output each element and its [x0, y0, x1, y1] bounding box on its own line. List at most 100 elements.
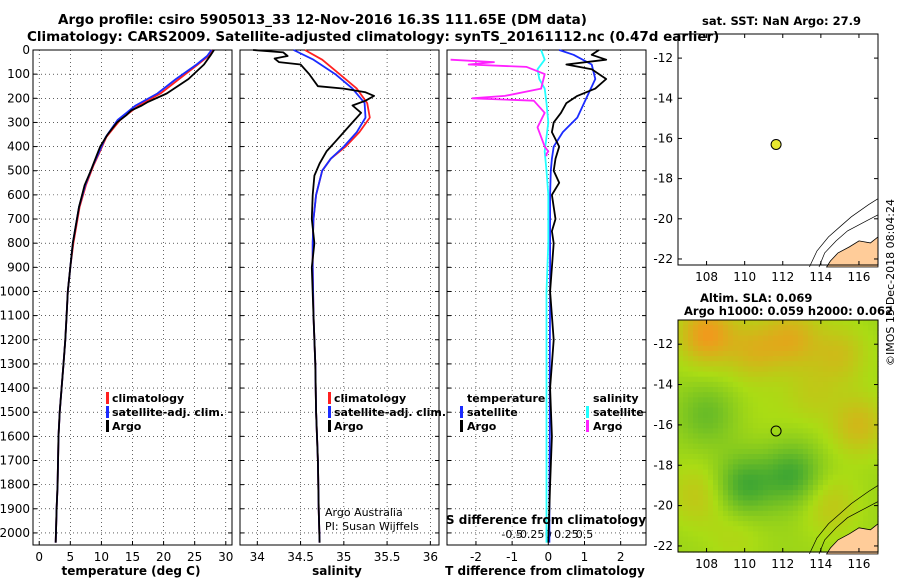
sla-cell	[753, 366, 759, 373]
sla-cell	[718, 402, 724, 409]
sla-cell	[838, 381, 844, 388]
sla-cell	[678, 402, 684, 409]
sla-cell	[758, 387, 764, 393]
sla-cell	[788, 320, 794, 326]
sla-cell	[728, 459, 734, 465]
sla-cell	[698, 546, 704, 553]
land-australia	[825, 236, 879, 268]
sla-cell	[683, 356, 689, 362]
sla-cell	[728, 356, 734, 362]
sla-cell	[708, 469, 714, 476]
sla-cell	[678, 366, 684, 373]
sla-cell	[828, 392, 834, 398]
sla-cell	[768, 490, 774, 496]
sla-cell	[678, 469, 684, 476]
sla-cell	[788, 371, 794, 378]
sla-cell	[868, 454, 874, 460]
sla-cell	[868, 423, 874, 429]
sla-cell	[843, 345, 849, 352]
sla-cell	[683, 366, 689, 373]
sla-cell	[738, 371, 744, 378]
sla-cell	[808, 330, 814, 337]
sla-cell	[733, 340, 739, 347]
sla-cell	[808, 500, 814, 507]
sla-cell	[728, 412, 734, 419]
sla-cell	[723, 448, 729, 455]
sla-cell	[803, 330, 809, 337]
sla-cell	[678, 546, 684, 553]
sla-cell	[758, 469, 764, 476]
sla-cell	[698, 366, 704, 373]
sla-cell	[773, 536, 779, 543]
sla-cell	[823, 345, 829, 352]
sla-cell	[818, 340, 824, 347]
sla-cell	[758, 526, 764, 532]
sla-cell	[808, 356, 814, 362]
sla-cell	[683, 387, 689, 393]
sla-cell	[778, 335, 784, 342]
sla-cell	[873, 350, 879, 357]
sla-cell	[843, 448, 849, 455]
sla-cell	[798, 469, 804, 476]
sla-cell	[718, 361, 724, 367]
sla-cell	[773, 490, 779, 496]
sla-cell	[753, 510, 759, 517]
sla-cell	[713, 495, 719, 502]
sla-cell	[763, 428, 769, 435]
sla-cell	[708, 495, 714, 502]
sla-cell	[723, 407, 729, 414]
sla-cell	[813, 366, 819, 373]
sla-cell	[828, 459, 834, 465]
sla-cell	[858, 505, 864, 512]
sla-cell	[688, 438, 694, 445]
sla-cell	[808, 469, 814, 476]
sla-cell	[858, 433, 864, 440]
sla-cell	[683, 531, 689, 538]
sla-cell	[753, 459, 759, 465]
sla-cell	[788, 490, 794, 496]
sla-cell	[778, 515, 784, 522]
sla-cell	[678, 448, 684, 455]
sla-cell	[713, 320, 719, 326]
sla-cell	[873, 495, 879, 502]
sla-cell	[768, 366, 774, 373]
sla-cell	[843, 443, 849, 450]
lon-tick-label: 110	[733, 270, 756, 284]
sla-cell	[708, 536, 714, 543]
sla-cell	[728, 361, 734, 367]
plot-frame	[239, 49, 440, 546]
sla-cell	[723, 335, 729, 342]
sla-cell	[833, 495, 839, 502]
lon-tick-label: 116	[847, 270, 870, 284]
sla-cell	[693, 402, 699, 409]
sla-cell	[823, 459, 829, 465]
sla-cell	[848, 448, 854, 455]
legend-header-salinity: salinity	[593, 392, 639, 405]
sla-cell	[708, 505, 714, 512]
sla-cell	[723, 325, 729, 331]
sla-cell	[743, 531, 749, 538]
sla-cell	[828, 454, 834, 460]
sla-cell	[718, 330, 724, 337]
sla-cell	[718, 350, 724, 357]
legend-label-climatology: climatology	[112, 392, 184, 405]
sla-cell	[708, 387, 714, 393]
sla-cell	[828, 402, 834, 409]
sla-cell	[753, 320, 759, 326]
sla-cell	[798, 418, 804, 424]
sla-cell	[823, 376, 829, 383]
sla-cell	[783, 345, 789, 352]
sla-cell	[813, 485, 819, 491]
sla-cell	[868, 459, 874, 465]
sla-cell	[848, 345, 854, 352]
sla-cell	[873, 376, 879, 383]
sla-cell	[748, 407, 754, 414]
sla-cell	[808, 531, 814, 538]
sla-cell	[763, 531, 769, 538]
sla-cell	[858, 392, 864, 398]
sla-cell	[853, 381, 859, 388]
sla-cell	[778, 423, 784, 429]
sla-cell	[748, 536, 754, 543]
sla-cell	[693, 371, 699, 378]
sla-cell	[783, 495, 789, 502]
